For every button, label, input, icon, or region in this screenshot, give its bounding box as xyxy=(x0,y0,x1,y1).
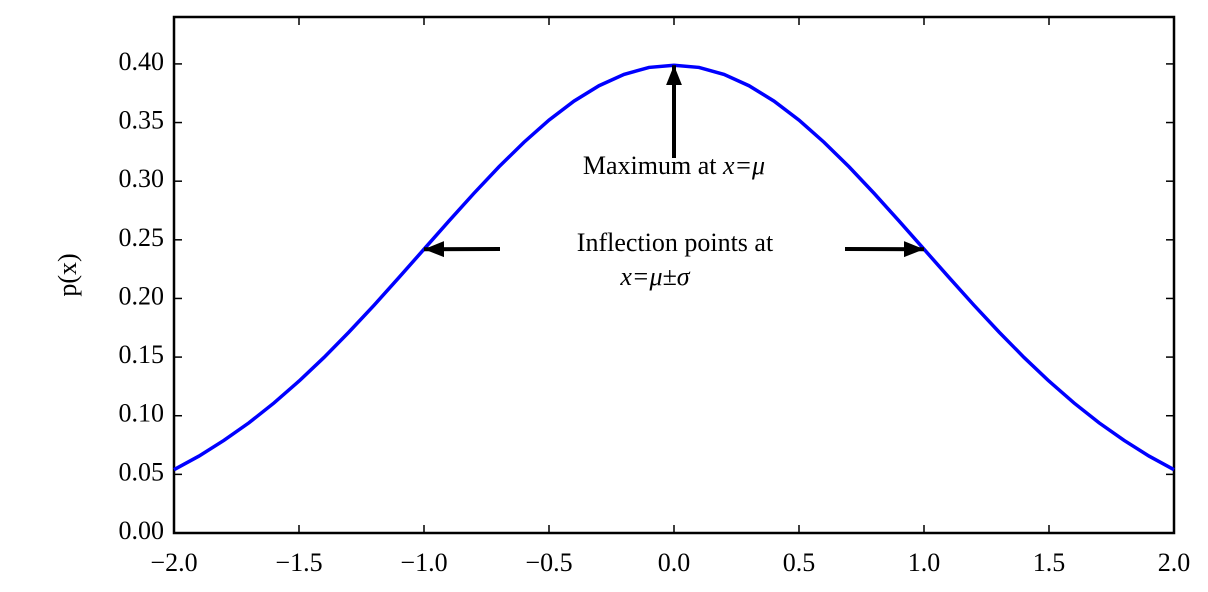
y-tick-label: 0.05 xyxy=(119,457,165,486)
y-tick-label: 0.10 xyxy=(119,399,165,428)
x-tick-label: 0.0 xyxy=(658,548,691,577)
y-tick-label: 0.40 xyxy=(119,47,165,76)
x-tick-label: 1.5 xyxy=(1033,548,1066,577)
x-tick-label: 2.0 xyxy=(1158,548,1191,577)
y-tick-label: 0.35 xyxy=(119,106,165,135)
annotation-text: Maximum at xyxy=(583,151,717,180)
annotation-text: Inflection points at xyxy=(577,228,774,257)
y-tick-label: 0.00 xyxy=(119,516,165,545)
annotation: Maximum at x=μ xyxy=(583,151,765,180)
y-tick-label: 0.30 xyxy=(119,164,165,193)
x-tick-label: −2.0 xyxy=(150,548,197,577)
y-tick-label: 0.20 xyxy=(119,281,165,310)
x-tick-label: 1.0 xyxy=(908,548,941,577)
annotation-math: x=μ xyxy=(722,151,765,180)
x-tick-label: −0.5 xyxy=(525,548,572,577)
y-tick-label: 0.15 xyxy=(119,340,165,369)
y-tick-label: 0.25 xyxy=(119,223,165,252)
x-tick-label: −1.0 xyxy=(400,548,447,577)
annotation-math: x=μ±σ xyxy=(619,262,690,291)
y-axis-label: p(x) xyxy=(53,253,82,296)
x-tick-label: 0.5 xyxy=(783,548,816,577)
x-tick-label: −1.5 xyxy=(275,548,322,577)
